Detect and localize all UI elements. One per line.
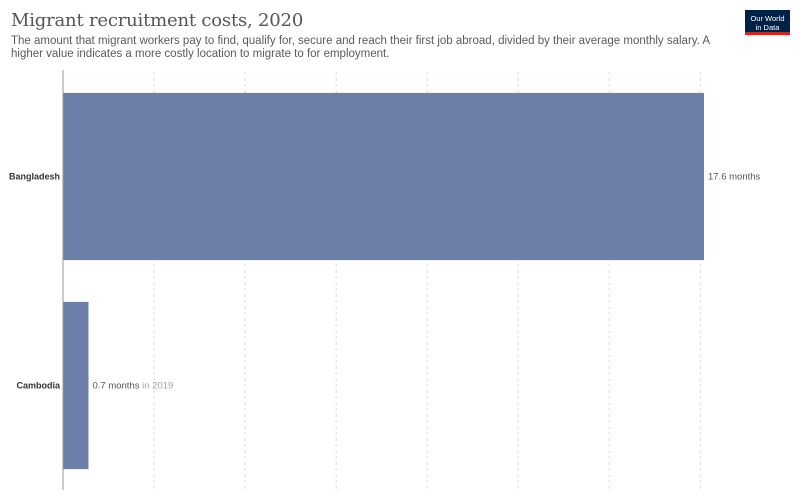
logo-line-1: Our World xyxy=(750,14,785,23)
logo-accent-bar xyxy=(745,32,790,35)
value-label: 0.7 months in 2019 xyxy=(92,381,173,392)
bar-cambodia xyxy=(63,301,89,470)
chart-title: Migrant recruitment costs, 2020 xyxy=(11,10,304,31)
category-label: Bangladesh xyxy=(9,172,60,182)
category-label: Cambodia xyxy=(16,381,61,391)
chart-subtitle: The amount that migrant workers pay to f… xyxy=(11,35,710,60)
owid-logo[interactable]: Our World in Data xyxy=(745,10,790,35)
logo-line-2: in Data xyxy=(755,23,780,32)
value-label: 17.6 months xyxy=(708,172,761,183)
value-note: in 2019 xyxy=(139,381,173,392)
bar-bangladesh xyxy=(63,92,704,261)
